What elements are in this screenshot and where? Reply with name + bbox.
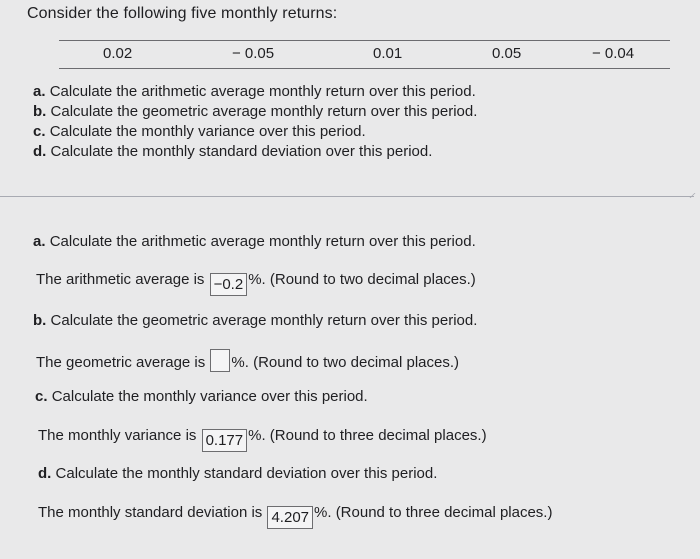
question-text: Calculate the geometric average monthly … (50, 103, 478, 120)
answer-prefix: The monthly variance is (38, 427, 197, 444)
part-text: Calculate the geometric average monthly … (50, 312, 478, 329)
divider-line (0, 196, 694, 197)
question-item: d. Calculate the monthly standard deviat… (33, 142, 477, 162)
part-text: Calculate the arithmetic average monthly… (49, 233, 476, 250)
answer-prefix: The monthly standard deviation is (38, 504, 263, 521)
divider-tab-edge (689, 193, 700, 198)
question-letter: d. (33, 143, 47, 160)
part-c-heading: c. Calculate the monthly variance over t… (35, 388, 368, 405)
question-item: c. Calculate the monthly variance over t… (33, 122, 477, 142)
question-text: Calculate the monthly standard deviation… (50, 143, 433, 160)
question-letter: b. (33, 103, 47, 120)
answer-suffix: %. (Round to two decimal places.) (248, 271, 476, 288)
part-a-heading: a. Calculate the arithmetic average mont… (33, 233, 476, 250)
part-c-answer-row: The monthly variance is 0.177%. (Round t… (38, 427, 487, 452)
part-letter: a. (33, 233, 46, 250)
monthly-variance-input[interactable]: 0.177 (201, 429, 248, 452)
part-d-heading: d. Calculate the monthly standard deviat… (38, 465, 437, 482)
part-b-answer-row: The geometric average is %. (Round to tw… (36, 349, 459, 372)
answer-suffix: %. (Round to three decimal places.) (248, 427, 487, 444)
return-value: − 0.05 (232, 45, 275, 62)
answer-prefix: The arithmetic average is (36, 271, 205, 288)
part-letter: d. (38, 465, 52, 482)
question-letter: c. (33, 123, 46, 140)
question-item: a. Calculate the arithmetic average mont… (33, 82, 477, 102)
section-divider (0, 193, 700, 200)
part-d-answer-row: The monthly standard deviation is 4.207%… (38, 504, 552, 529)
problem-intro: Consider the following five monthly retu… (27, 5, 338, 22)
part-text: Calculate the monthly standard deviation… (55, 465, 438, 482)
return-value: 0.01 (373, 45, 403, 62)
part-b-heading: b. Calculate the geometric average month… (33, 312, 477, 329)
question-text: Calculate the arithmetic average monthly… (49, 83, 476, 100)
question-item: b. Calculate the geometric average month… (33, 102, 477, 122)
part-letter: b. (33, 312, 47, 329)
question-text: Calculate the monthly variance over this… (49, 123, 366, 140)
returns-table: 0.02 − 0.05 0.01 0.05 − 0.04 (59, 40, 670, 69)
return-value: 0.05 (492, 45, 522, 62)
part-a-answer-row: The arithmetic average is −0.2%. (Round … (36, 271, 476, 296)
answer-prefix: The geometric average is (36, 354, 206, 371)
return-value: − 0.04 (592, 45, 635, 62)
part-letter: c. (35, 388, 48, 405)
geometric-average-input[interactable] (210, 349, 231, 372)
standard-deviation-input[interactable]: 4.207 (267, 506, 314, 529)
question-list: a. Calculate the arithmetic average mont… (33, 82, 477, 162)
answer-suffix: %. (Round to two decimal places.) (231, 354, 460, 371)
return-value: 0.02 (103, 45, 133, 62)
part-text: Calculate the monthly variance over this… (51, 388, 368, 405)
answer-suffix: %. (Round to three decimal places.) (314, 504, 553, 521)
arithmetic-average-input[interactable]: −0.2 (209, 273, 248, 296)
question-letter: a. (33, 83, 46, 100)
